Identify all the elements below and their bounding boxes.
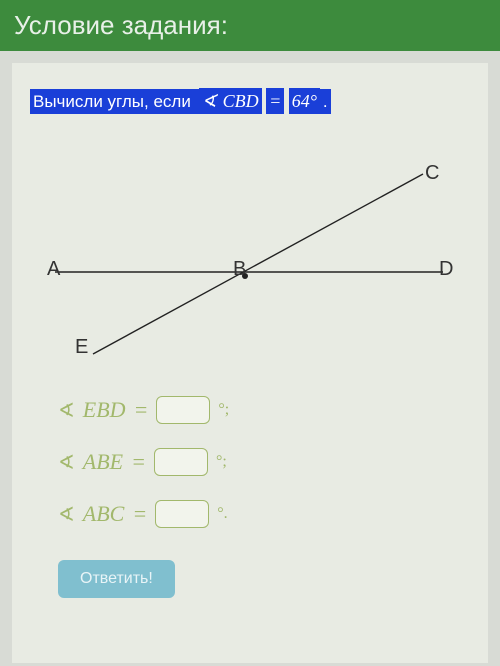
answer-list: ∢ EBD = °; ∢ ABE = °; ∢ ABC = °. bbox=[58, 396, 470, 528]
answer-row-abe: ∢ ABE = °; bbox=[58, 448, 470, 476]
point-label-b: B bbox=[233, 258, 246, 281]
angle-icon: ∢ bbox=[58, 398, 75, 423]
prompt-angle-sym: ∢ bbox=[199, 88, 220, 114]
angle-name: ABE bbox=[83, 449, 123, 475]
header-title: Условие задания: bbox=[14, 10, 228, 40]
angle-name: ABC bbox=[83, 501, 125, 527]
equals: = bbox=[131, 449, 146, 475]
answer-row-abc: ∢ ABC = °. bbox=[58, 500, 470, 528]
angle-icon: ∢ bbox=[58, 450, 75, 475]
prompt-angle-name: CBD bbox=[220, 88, 262, 114]
point-label-c: C bbox=[425, 162, 439, 185]
geometry-diagram: A B D C E bbox=[35, 132, 465, 372]
prompt-period: . bbox=[320, 89, 331, 114]
prompt-equals: = bbox=[266, 88, 284, 114]
ebd-input[interactable] bbox=[156, 396, 210, 424]
prompt-prefix: Вычисли углы, если bbox=[30, 89, 199, 114]
submit-button[interactable]: Ответить! bbox=[58, 560, 175, 598]
abe-input[interactable] bbox=[154, 448, 208, 476]
point-label-a: A bbox=[47, 258, 60, 281]
task-content: Вычисли углы, если ∢CBD = 64°. ABDCE ∢ E… bbox=[12, 63, 488, 663]
suffix: °; bbox=[218, 401, 229, 419]
point-label-d: D bbox=[439, 258, 453, 281]
suffix: °. bbox=[217, 505, 227, 523]
prompt-value: 64° bbox=[289, 88, 320, 114]
point-label-e: E bbox=[75, 336, 88, 359]
prompt: Вычисли углы, если ∢CBD = 64°. bbox=[30, 91, 470, 112]
abc-input[interactable] bbox=[155, 500, 209, 528]
equals: = bbox=[134, 397, 149, 423]
angle-icon: ∢ bbox=[58, 502, 75, 527]
equals: = bbox=[132, 501, 147, 527]
answer-row-ebd: ∢ EBD = °; bbox=[58, 396, 470, 424]
page-header: Условие задания: bbox=[0, 0, 500, 51]
suffix: °; bbox=[216, 453, 227, 471]
angle-name: EBD bbox=[83, 397, 126, 423]
diagram-svg bbox=[35, 132, 465, 372]
